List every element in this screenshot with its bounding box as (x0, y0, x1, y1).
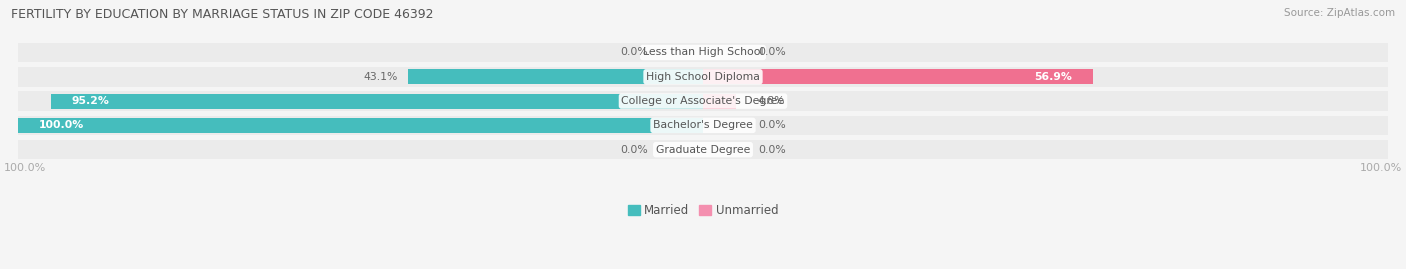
Bar (703, 67, 1388, 87)
Bar (18, 91, 703, 111)
Text: 95.2%: 95.2% (72, 96, 110, 106)
Bar (703, 94, 735, 109)
Bar (703, 140, 1388, 160)
Text: 56.9%: 56.9% (1035, 72, 1073, 82)
Text: 100.0%: 100.0% (1360, 163, 1402, 173)
Text: 0.0%: 0.0% (758, 120, 786, 130)
Text: 0.0%: 0.0% (758, 48, 786, 58)
Text: High School Diploma: High School Diploma (647, 72, 759, 82)
Text: Source: ZipAtlas.com: Source: ZipAtlas.com (1284, 8, 1395, 18)
Text: Bachelor's Degree: Bachelor's Degree (652, 120, 754, 130)
Text: 100.0%: 100.0% (4, 163, 46, 173)
Text: 43.1%: 43.1% (363, 72, 398, 82)
Legend: Married, Unmarried: Married, Unmarried (623, 199, 783, 222)
Text: FERTILITY BY EDUCATION BY MARRIAGE STATUS IN ZIP CODE 46392: FERTILITY BY EDUCATION BY MARRIAGE STATU… (11, 8, 433, 21)
Text: College or Associate's Degree: College or Associate's Degree (621, 96, 785, 106)
Text: 100.0%: 100.0% (38, 120, 84, 130)
Bar (18, 43, 703, 62)
Bar (703, 69, 1092, 84)
Text: 0.0%: 0.0% (620, 145, 648, 155)
Text: Less than High School: Less than High School (643, 48, 763, 58)
Bar (18, 116, 703, 135)
Bar (18, 67, 703, 87)
Text: Graduate Degree: Graduate Degree (655, 145, 751, 155)
Text: 4.8%: 4.8% (758, 96, 786, 106)
Bar (18, 140, 703, 160)
Bar (408, 69, 703, 84)
Bar (703, 116, 1388, 135)
Bar (703, 91, 1388, 111)
Text: 0.0%: 0.0% (758, 145, 786, 155)
Text: 0.0%: 0.0% (620, 48, 648, 58)
Bar (703, 43, 1388, 62)
Bar (51, 94, 703, 109)
Bar (18, 118, 703, 133)
